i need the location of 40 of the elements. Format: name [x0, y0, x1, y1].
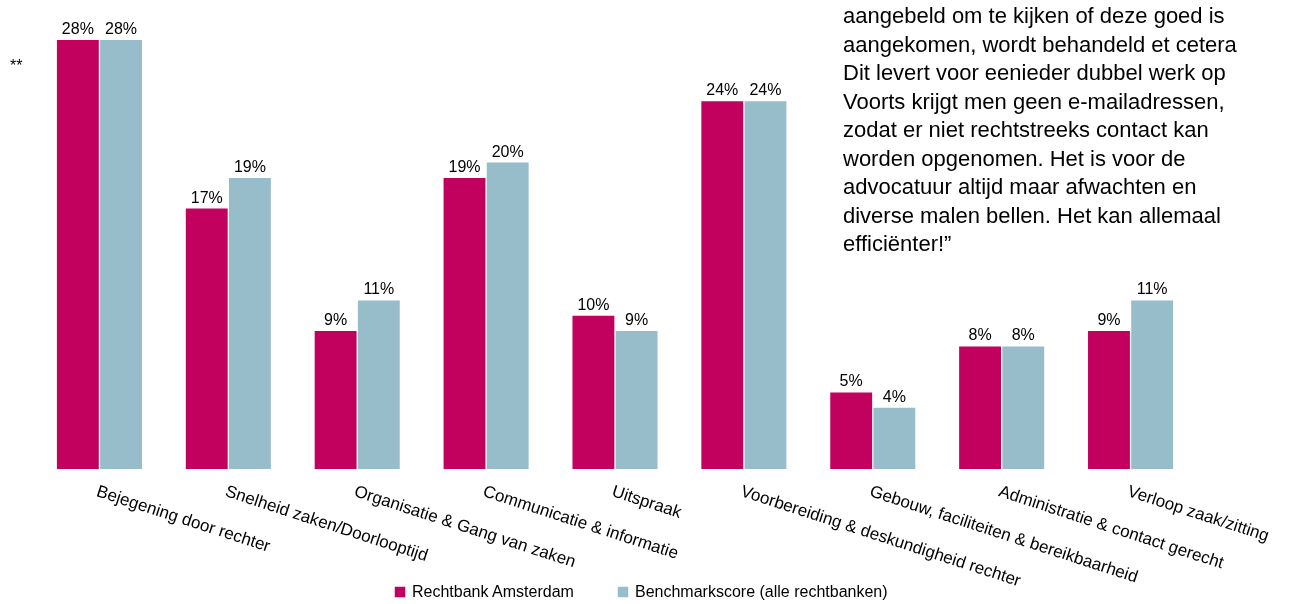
bar	[959, 346, 1002, 469]
legend-label: Benchmarkscore (alle rechtbanken)	[635, 583, 888, 600]
data-label: 19%	[233, 157, 266, 175]
bar	[185, 208, 228, 469]
data-label: 20%	[491, 142, 524, 160]
text: aangebeld om te kijken of deze goed is aangekomen, wordt behandeld et cetera Dit levert voor eenieder dubbel werk op Voorts krijgt men geen e-mailadressen, zodat er niet rechtstreeks contact kan worden opgenomen. Het is voor de advocatuur altijd maar afwachten en diverse malen bellen. Het kan allemaal efficiënter!”	[843, 3, 1237, 256]
bar	[701, 101, 744, 469]
data-label: 28%	[105, 20, 138, 37]
data-label: 9%	[625, 311, 649, 329]
data-label: 11%	[363, 280, 395, 298]
data-label: 8%	[1011, 326, 1035, 344]
bar	[615, 331, 658, 469]
data-label: 24%	[706, 81, 739, 99]
bar	[1002, 346, 1045, 469]
text: **	[10, 57, 23, 74]
data-label: 4%	[882, 387, 906, 405]
bar	[443, 177, 486, 469]
bar	[1131, 300, 1174, 469]
data-label: 17%	[190, 188, 223, 206]
bar	[744, 101, 787, 469]
bar	[572, 315, 615, 469]
bar	[56, 40, 99, 469]
data-label: 11%	[1136, 280, 1168, 298]
data-label: 9%	[324, 311, 348, 329]
bar	[1088, 331, 1130, 469]
bar	[486, 162, 529, 469]
bar	[314, 331, 357, 469]
data-label: 10%	[577, 295, 610, 313]
legend-label: Rechtbank Amsterdam	[412, 583, 574, 600]
data-label: 5%	[839, 372, 863, 390]
bar	[228, 177, 271, 469]
data-label: 24%	[749, 81, 782, 99]
data-label: 9%	[1097, 311, 1121, 329]
bar	[873, 407, 916, 469]
data-label: 19%	[448, 157, 481, 175]
bar	[100, 40, 142, 469]
bar	[357, 300, 400, 469]
bar	[830, 392, 873, 469]
data-label: 8%	[968, 326, 992, 344]
data-label: 28%	[61, 20, 94, 37]
